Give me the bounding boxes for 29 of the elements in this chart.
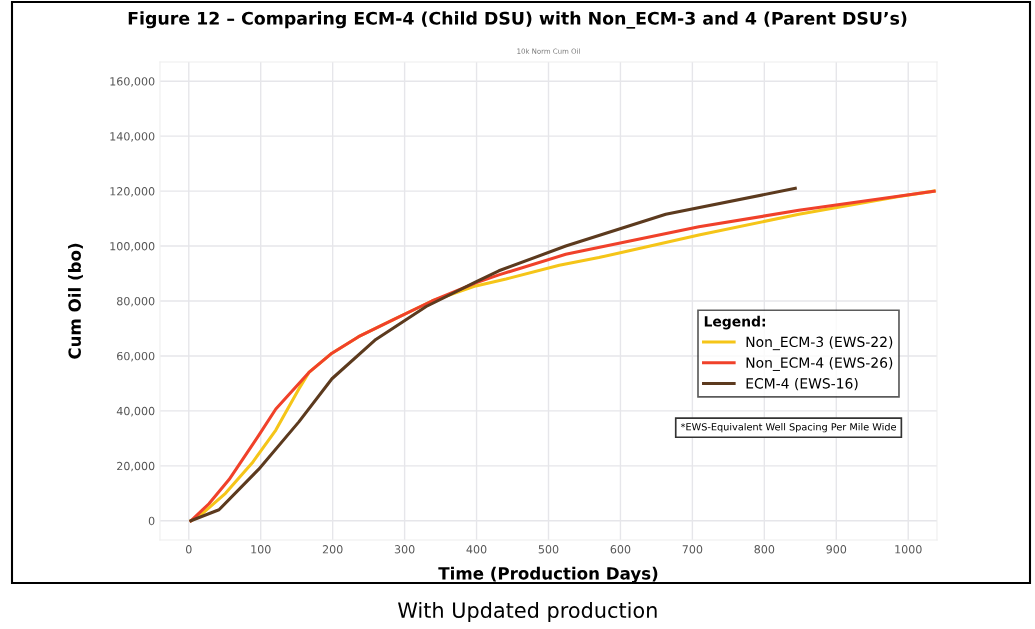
legend-label: Non_ECM-4 (EWS-26) [746, 357, 893, 371]
x-tick-label: 100 [251, 545, 271, 554]
x-tick-label: 700 [682, 545, 703, 554]
legend-label: Non_ECM-3 (EWS-22) [746, 336, 893, 351]
y-tick-label: 160,000 [110, 77, 155, 87]
y-tick-label: 120,000 [110, 187, 155, 197]
legend-title: Legend: [704, 315, 766, 330]
y-tick-label: 60,000 [117, 351, 155, 362]
x-tick-label: 500 [538, 545, 559, 554]
x-tick-label: 0 [185, 545, 192, 554]
chart-title: Figure 12 – Comparing ECM-4 (Child DSU) with Non_ECM-3 and 4 (Parent DSU’s) [128, 11, 907, 29]
x-tick-label: 400 [466, 545, 487, 554]
y-axis-title: Cum Oil (bo) [68, 243, 83, 359]
legend-label: ECM-4 (EWS-16) [746, 377, 858, 391]
annotation: *EWS-Equivalent Well Spacing Per Mile Wide [680, 422, 896, 433]
x-axis-title: Time (Production Days) [438, 566, 658, 583]
x-tick-label: 200 [322, 545, 343, 554]
y-tick-label: 140,000 [110, 132, 155, 142]
y-tick-label: 80,000 [117, 296, 155, 307]
y-tick-label: 100,000 [110, 242, 155, 252]
y-tick-label: 0 [148, 516, 155, 526]
y-tick-label: 20,000 [117, 461, 155, 472]
x-tick-label: 1000 [895, 545, 922, 554]
x-tick-label: 300 [394, 545, 415, 554]
x-tick-label: 900 [826, 545, 847, 554]
x-tick-label: 800 [754, 545, 775, 554]
x-tick-label: 600 [610, 545, 631, 554]
y-tick-label: 40,000 [116, 406, 155, 417]
text: With Updated production [398, 601, 657, 623]
